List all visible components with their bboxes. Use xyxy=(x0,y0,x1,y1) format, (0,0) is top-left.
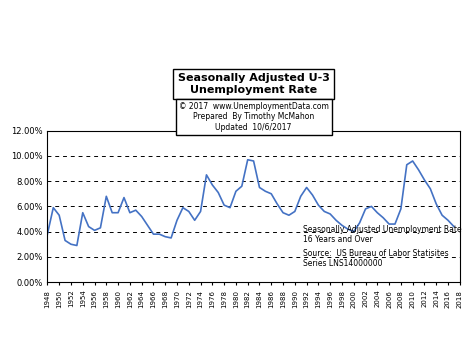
Text: Source:  US Bureau of Labor Statisites
Series LNS14000000: Source: US Bureau of Labor Statisites Se… xyxy=(303,249,449,268)
Text: Seasonally Adjusted Unemployment Rate
16 Years and Over: Seasonally Adjusted Unemployment Rate 16… xyxy=(303,225,462,244)
Text: © 2017  www.UnemploymentData.com
Prepared  By Timothy McMahon
Updated  10/6/2017: © 2017 www.UnemploymentData.com Prepared… xyxy=(179,102,328,132)
Text: Seasonally Adjusted U-3
Unemployment Rate: Seasonally Adjusted U-3 Unemployment Rat… xyxy=(178,73,329,95)
